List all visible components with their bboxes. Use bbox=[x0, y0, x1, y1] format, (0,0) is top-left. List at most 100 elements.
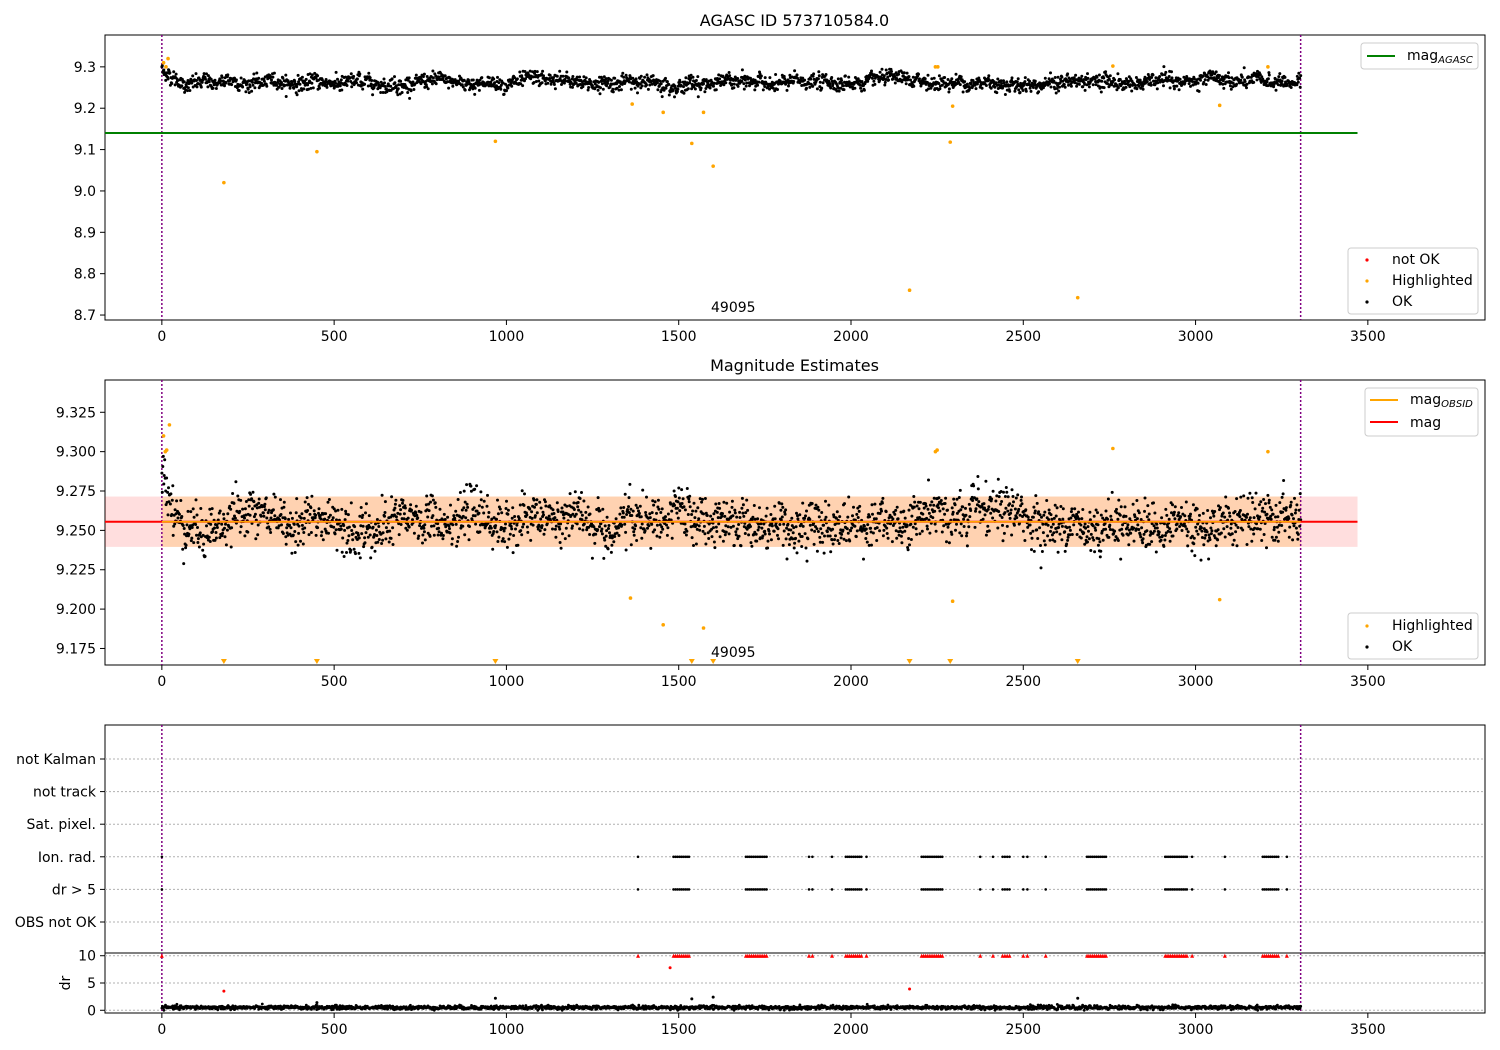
ok-point bbox=[601, 87, 605, 91]
ok-point bbox=[393, 506, 397, 510]
ok-point bbox=[1086, 72, 1089, 76]
ok-point bbox=[454, 509, 458, 513]
ok-point bbox=[715, 510, 719, 514]
ok-point bbox=[712, 526, 715, 530]
ok-point bbox=[831, 82, 835, 86]
ok-point bbox=[412, 531, 416, 535]
ok-point bbox=[1003, 93, 1007, 96]
ok-point bbox=[950, 506, 954, 510]
ok-point bbox=[246, 87, 250, 91]
ok-point bbox=[840, 82, 844, 85]
ok-point bbox=[796, 76, 799, 80]
ok-point bbox=[1005, 490, 1009, 494]
ok-point bbox=[464, 516, 468, 520]
ok-point bbox=[1012, 523, 1016, 527]
ok-point bbox=[380, 542, 384, 545]
ok-point bbox=[1075, 84, 1079, 88]
ok-point bbox=[440, 531, 443, 535]
ok-point bbox=[466, 505, 470, 509]
ok-point bbox=[532, 498, 536, 502]
ok-point bbox=[905, 71, 909, 75]
ok-point bbox=[609, 550, 613, 554]
ok-point bbox=[1066, 535, 1070, 539]
ok-point bbox=[351, 538, 355, 542]
ok-point bbox=[843, 74, 847, 78]
ok-point bbox=[746, 508, 750, 512]
flag-point bbox=[991, 855, 995, 859]
ok-point bbox=[1042, 539, 1046, 543]
x-tick-label: 500 bbox=[321, 674, 348, 690]
ok-point bbox=[507, 537, 511, 541]
ok-point bbox=[160, 490, 164, 494]
ok-point bbox=[655, 523, 659, 527]
ok-point bbox=[1117, 498, 1121, 502]
ok-point bbox=[479, 490, 483, 494]
ok-point bbox=[662, 88, 666, 92]
ok-point bbox=[920, 529, 924, 533]
ok-point bbox=[287, 517, 291, 521]
ok-point bbox=[410, 508, 413, 512]
ok-point bbox=[423, 538, 427, 542]
ok-point bbox=[1102, 76, 1106, 80]
ok-point bbox=[933, 509, 937, 513]
ok-point bbox=[310, 73, 314, 77]
ok-point bbox=[325, 83, 329, 87]
x-tick-label: 1500 bbox=[661, 674, 697, 690]
ok-point bbox=[1057, 526, 1061, 529]
ok-point bbox=[281, 76, 285, 80]
ok-point bbox=[1293, 496, 1296, 500]
ok-point bbox=[634, 77, 638, 81]
ok-point bbox=[175, 499, 179, 503]
ok-point bbox=[905, 524, 909, 528]
ok-point bbox=[553, 516, 557, 520]
ok-point bbox=[487, 511, 491, 514]
ok-point bbox=[280, 87, 284, 90]
ok-point bbox=[1284, 506, 1288, 510]
ok-point bbox=[265, 516, 269, 520]
ok-point bbox=[358, 72, 362, 76]
ok-point bbox=[743, 532, 747, 535]
ok-point bbox=[471, 78, 475, 82]
ok-point bbox=[344, 75, 348, 79]
ok-point bbox=[742, 87, 746, 91]
axes-frame bbox=[104, 34, 1486, 321]
ok-point bbox=[1052, 516, 1056, 520]
ok-point bbox=[700, 500, 704, 504]
ok-point bbox=[206, 74, 210, 78]
flag-row-label: not Kalman bbox=[16, 752, 96, 768]
ok-point bbox=[189, 539, 193, 543]
ok-point bbox=[293, 551, 297, 554]
ok-point bbox=[186, 89, 189, 93]
ok-point bbox=[176, 79, 179, 83]
ok-point bbox=[312, 509, 316, 513]
ok-point bbox=[721, 74, 725, 78]
ok-point bbox=[1024, 508, 1028, 512]
ok-point bbox=[1273, 538, 1277, 542]
ok-point bbox=[702, 512, 705, 516]
ok-point bbox=[241, 507, 245, 511]
ok-point bbox=[1255, 78, 1259, 82]
ok-point bbox=[383, 511, 387, 514]
ok-point bbox=[399, 508, 403, 512]
ok-point bbox=[1058, 85, 1061, 89]
ok-point bbox=[522, 522, 526, 526]
ok-point bbox=[201, 78, 205, 82]
ok-point bbox=[262, 514, 266, 518]
ok-point bbox=[497, 81, 501, 85]
ok-point bbox=[220, 75, 224, 79]
ok-point bbox=[714, 502, 718, 506]
ok-point bbox=[354, 552, 357, 556]
ok-point bbox=[1171, 534, 1175, 538]
ok-point bbox=[1172, 510, 1176, 514]
ok-point bbox=[499, 87, 503, 91]
lower-limit-marker bbox=[947, 659, 954, 664]
ok-point bbox=[824, 73, 828, 76]
ok-point bbox=[738, 516, 742, 519]
ok-point bbox=[1002, 531, 1006, 535]
ok-point bbox=[996, 77, 1000, 81]
ok-point bbox=[224, 522, 227, 526]
highlighted-point bbox=[493, 139, 498, 144]
ok-point bbox=[584, 510, 588, 514]
ok-point bbox=[1120, 527, 1124, 531]
ok-point bbox=[768, 76, 772, 80]
